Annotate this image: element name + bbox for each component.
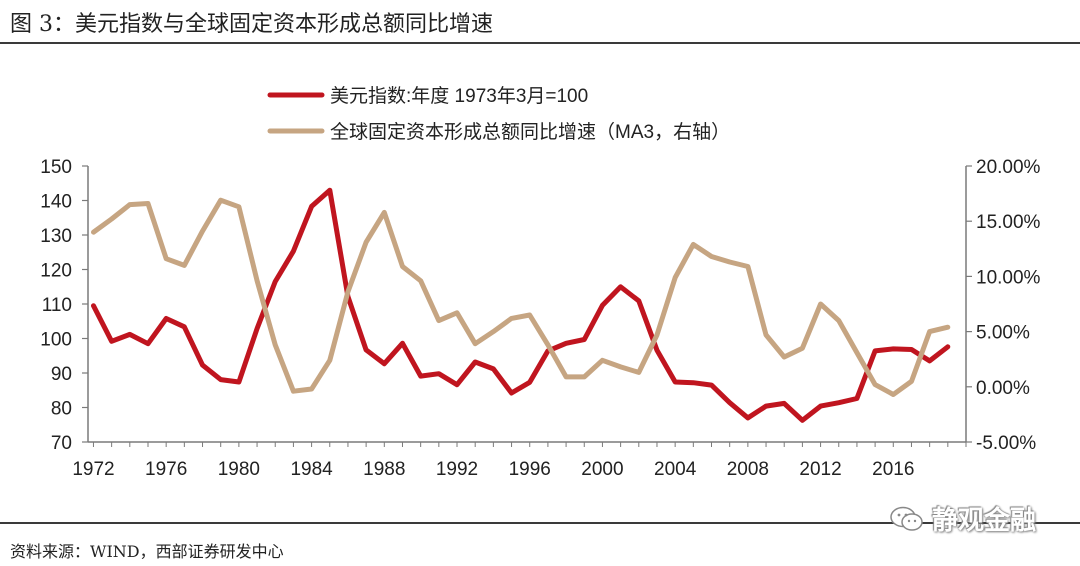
right-y-tick-label: 20.00% <box>976 157 1041 178</box>
right-y-tick-label: 15.00% <box>976 212 1041 233</box>
x-tick-label: 1996 <box>509 459 551 480</box>
left-y-tick-label: 70 <box>51 433 72 454</box>
left-y-tick-label: 150 <box>40 157 72 178</box>
source-note: 资料来源：WIND，西部证券研发中心 <box>10 542 284 561</box>
x-tick-label: 2016 <box>872 459 914 480</box>
right-y-tick-label: 10.00% <box>976 267 1041 288</box>
right-y-tick-label: -5.00% <box>976 433 1036 454</box>
top-rule <box>0 42 1080 44</box>
x-tick-label: 2012 <box>799 459 841 480</box>
left-y-tick-label: 100 <box>40 330 72 351</box>
x-tick-label: 2004 <box>654 459 697 480</box>
x-tick-label: 1988 <box>363 459 405 480</box>
right-y-tick-label: 0.00% <box>976 378 1030 399</box>
x-tick-label: 2000 <box>581 459 623 480</box>
x-tick-label: 1976 <box>145 459 187 480</box>
x-tick-label: 1984 <box>290 459 333 480</box>
left-y-tick-label: 130 <box>40 226 72 247</box>
legend-label: 全球固定资本形成总额同比增速（MA3，右轴） <box>330 121 730 143</box>
left-y-tick-label: 80 <box>51 399 72 420</box>
left-y-tick-label: 110 <box>42 295 72 316</box>
watermark: 静观金融 <box>890 500 1036 537</box>
watermark-text: 静观金融 <box>932 506 1037 536</box>
left-y-tick-label: 140 <box>40 192 72 213</box>
left-y-tick-label: 90 <box>51 364 72 385</box>
gfcf-growth-line <box>91 197 951 397</box>
x-tick-label: 1972 <box>72 459 114 480</box>
bottom-rule <box>0 522 1080 524</box>
x-tick-label: 1992 <box>436 459 478 480</box>
left-y-tick-label: 120 <box>40 261 72 282</box>
right-y-tick-label: 5.00% <box>976 323 1030 344</box>
figure-title: 图 3：美元指数与全球固定资本形成总额同比增速 <box>10 12 493 37</box>
x-tick-label: 2008 <box>727 459 769 480</box>
wechat-icon <box>890 506 923 531</box>
dollar-index-line <box>91 187 951 423</box>
x-tick-label: 1980 <box>218 459 260 480</box>
legend-label: 美元指数:年度 1973年3月=100 <box>330 85 588 107</box>
